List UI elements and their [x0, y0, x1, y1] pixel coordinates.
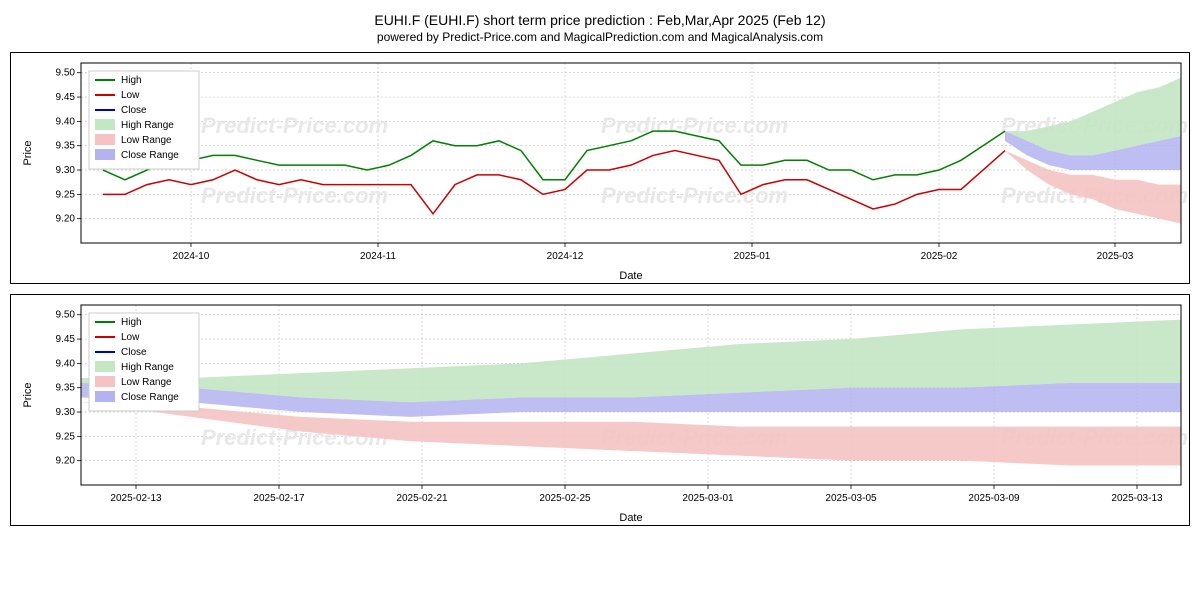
svg-text:2025-02-25: 2025-02-25: [539, 493, 591, 504]
svg-text:Close Range: Close Range: [121, 392, 179, 403]
svg-text:High Range: High Range: [121, 362, 174, 373]
svg-text:9.20: 9.20: [56, 456, 76, 467]
svg-text:2025-03-05: 2025-03-05: [825, 493, 877, 504]
svg-text:Predict-Price.com: Predict-Price.com: [201, 113, 388, 138]
svg-text:Low Range: Low Range: [121, 135, 172, 146]
chart-title: EUHI.F (EUHI.F) short term price predict…: [10, 12, 1190, 28]
svg-text:2025-02-21: 2025-02-21: [396, 493, 448, 504]
svg-text:9.40: 9.40: [56, 116, 76, 127]
svg-text:2025-03-13: 2025-03-13: [1111, 493, 1163, 504]
svg-text:2025-03-09: 2025-03-09: [968, 493, 1020, 504]
svg-text:9.25: 9.25: [56, 431, 76, 442]
svg-text:9.50: 9.50: [56, 68, 76, 79]
svg-text:Price: Price: [22, 382, 34, 407]
svg-text:2024-11: 2024-11: [360, 251, 396, 262]
svg-text:2025-03: 2025-03: [1097, 251, 1134, 262]
svg-text:Price: Price: [22, 140, 34, 165]
svg-text:9.35: 9.35: [56, 383, 76, 394]
svg-text:9.20: 9.20: [56, 214, 76, 225]
svg-text:9.30: 9.30: [56, 165, 76, 176]
svg-text:2024-10: 2024-10: [173, 251, 210, 262]
svg-text:2025-02-17: 2025-02-17: [253, 493, 305, 504]
svg-text:Close: Close: [121, 347, 147, 358]
svg-text:9.45: 9.45: [56, 334, 76, 345]
svg-text:2025-01: 2025-01: [734, 251, 771, 262]
svg-text:9.35: 9.35: [56, 141, 76, 152]
svg-text:2025-02-13: 2025-02-13: [110, 493, 162, 504]
chart-2: 9.20 9.25 9.30 9.35 9.40 9.45 9.50 2025-02-13 20…: [11, 295, 1191, 525]
svg-text:Predict-Price.com: Predict-Price.com: [601, 113, 788, 138]
svg-text:Low Range: Low Range: [121, 377, 172, 388]
svg-text:9.40: 9.40: [56, 358, 76, 369]
svg-text:Low: Low: [121, 90, 140, 101]
svg-text:Date: Date: [619, 512, 642, 524]
chart-subtitle: powered by Predict-Price.com and Magical…: [10, 30, 1190, 44]
svg-text:Predict-Price.com: Predict-Price.com: [201, 183, 388, 208]
svg-text:2025-03-01: 2025-03-01: [682, 493, 734, 504]
svg-text:Close Range: Close Range: [121, 150, 179, 161]
svg-text:2025-02: 2025-02: [921, 251, 958, 262]
svg-text:Date: Date: [619, 270, 642, 282]
svg-text:Low: Low: [121, 332, 140, 343]
svg-text:9.50: 9.50: [56, 310, 76, 321]
svg-text:9.25: 9.25: [56, 189, 76, 200]
svg-text:High: High: [121, 75, 142, 86]
svg-text:9.30: 9.30: [56, 407, 76, 418]
svg-text:High: High: [121, 317, 142, 328]
chart-1-wrapper: 9.20 9.25 9.30 9.35 9.40 9.45 9.50 2024-10 2024-…: [10, 52, 1190, 284]
svg-text:2024-12: 2024-12: [547, 251, 584, 262]
svg-text:High Range: High Range: [121, 120, 174, 131]
svg-text:9.45: 9.45: [56, 92, 76, 103]
chart-1: 9.20 9.25 9.30 9.35 9.40 9.45 9.50 2024-10 2024-…: [11, 53, 1191, 283]
chart-2-wrapper: 9.20 9.25 9.30 9.35 9.40 9.45 9.50 2025-02-13 20…: [10, 294, 1190, 526]
svg-text:Close: Close: [121, 105, 147, 116]
chart-container: EUHI.F (EUHI.F) short term price predict…: [10, 12, 1190, 526]
